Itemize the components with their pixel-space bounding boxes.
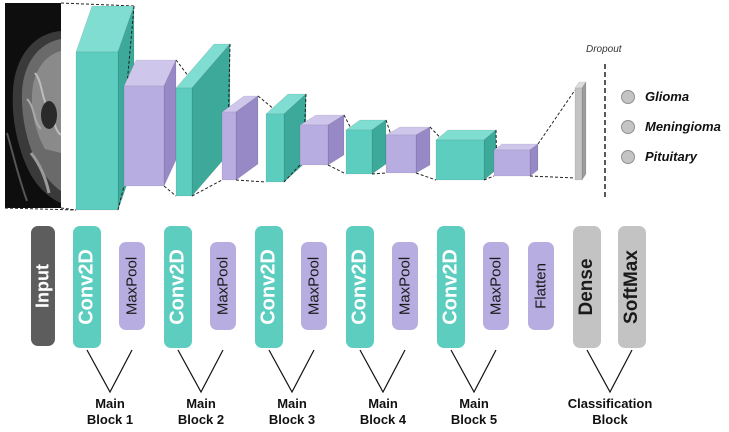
layer-pill-label: MaxPool: [123, 256, 141, 316]
layer-pill-dense: Dense: [573, 226, 601, 348]
connector-line: [415, 172, 437, 181]
connector-line: [127, 5, 135, 79]
layer-3d-9-front: [435, 139, 485, 181]
layer-3d-2-front: [123, 85, 165, 187]
layer-pill-label: MaxPool: [487, 256, 505, 316]
block-label-line2: Block 5: [450, 412, 498, 427]
layer-pill-label: Flatten: [532, 263, 550, 309]
block-label-line2: Block 3: [268, 412, 316, 427]
layer-pill-conv2d: Conv2D: [73, 226, 101, 348]
layer-pill-label: Dense: [576, 258, 597, 316]
class-dot-glioma: [621, 90, 635, 104]
layer-3d-7-front: [345, 129, 373, 175]
projection-line: [60, 2, 135, 7]
block-label-line2: Block 2: [177, 412, 225, 427]
layer-pill-label: Conv2D: [166, 249, 189, 325]
layer-pill-label: MaxPool: [396, 256, 414, 316]
connector-line: [228, 43, 231, 108]
layer-pill-maxpool: MaxPool: [392, 242, 418, 330]
layer-3d-5-front: [265, 113, 285, 183]
block-label: Main Block 4: [323, 396, 443, 428]
layer-pill-label: Conv2D: [439, 249, 462, 325]
layer-pill-label: SoftMax: [621, 250, 642, 324]
layer-pill-label: Conv2D: [348, 249, 371, 325]
block-bracket: [268, 349, 315, 394]
layer-pill-maxpool: MaxPool: [483, 242, 509, 330]
block-bracket: [359, 349, 406, 394]
layer-pill-softmax: SoftMax: [618, 226, 646, 348]
network-3d-view: [4, 2, 606, 211]
layer-3d-8-side: [415, 126, 431, 174]
class-dot-pituitary: [621, 150, 635, 164]
dropout-label: Dropout: [586, 44, 622, 55]
layer-pill-maxpool: MaxPool: [119, 242, 145, 330]
block-label-line1: Classification: [567, 396, 653, 411]
flatten-bar-front: [574, 87, 583, 181]
connector-line: [371, 172, 387, 175]
layer-pill-conv2d: Conv2D: [164, 226, 192, 348]
block-label: Main Block 1: [50, 396, 170, 428]
layer-3d-10-front: [493, 149, 531, 177]
block-label-line2: Block 1: [86, 412, 134, 427]
block-label: Main Block 5: [414, 396, 534, 428]
projection-line: [4, 207, 77, 211]
connector-line: [537, 89, 576, 145]
connector-line: [191, 179, 223, 197]
layer-3d-10-side: [529, 143, 539, 177]
layer-pill-maxpool: MaxPool: [210, 242, 236, 330]
layer-pill-input: Input: [31, 226, 55, 346]
connector-line: [163, 185, 177, 197]
layer-pill-conv2d: Conv2D: [346, 226, 374, 348]
layer-3d-8-front: [385, 134, 417, 174]
layer-pill-conv2d: Conv2D: [437, 226, 465, 348]
block-label-line1: Main: [459, 396, 489, 411]
layer-3d-3-front: [175, 87, 193, 197]
connector-line: [385, 119, 391, 133]
connector-line: [235, 179, 267, 183]
block-bracket: [450, 349, 497, 394]
layer-pill-label: MaxPool: [214, 256, 232, 316]
connector-line: [257, 95, 273, 109]
layer-pill-label: Input: [32, 264, 53, 308]
class-label-glioma: Glioma: [645, 89, 690, 104]
mri-brain-scan-image: [5, 3, 61, 208]
block-bracket: [177, 349, 224, 394]
block-label-line1: Main: [186, 396, 216, 411]
layer-pill-maxpool: MaxPool: [301, 242, 327, 330]
block-label: Main Block 3: [232, 396, 352, 428]
connector-line: [529, 175, 576, 179]
connector-line: [327, 164, 347, 175]
layer-pill-label: Conv2D: [257, 249, 280, 325]
connector-line: [483, 175, 495, 181]
layer-pill-conv2d: Conv2D: [255, 226, 283, 348]
connector-line: [175, 59, 188, 76]
flatten-bar-side: [581, 81, 587, 181]
block-label: Classification Block: [550, 396, 670, 428]
block-bracket: [86, 349, 133, 394]
layer-3d-1-front: [75, 51, 119, 211]
connector-line: [283, 164, 301, 183]
projection-line: [60, 207, 77, 211]
block-bracket: [586, 349, 633, 394]
layer-3d-6-front: [299, 124, 329, 166]
connector-line: [117, 185, 125, 211]
block-label-line1: Main: [95, 396, 125, 411]
layer-3d-4-front: [221, 111, 237, 181]
block-label: Main Block 2: [141, 396, 261, 428]
block-label-line2: Block 4: [359, 412, 407, 427]
connector-line: [343, 114, 351, 128]
block-label-line1: Main: [368, 396, 398, 411]
layer-pill-label: MaxPool: [305, 256, 323, 316]
layer-pill-label: Conv2D: [75, 249, 98, 325]
block-label-line2: Block: [592, 412, 628, 427]
class-label-pituitary: Pituitary: [645, 149, 698, 164]
class-dot-meningioma: [621, 120, 635, 134]
layer-pill-flatten: Flatten: [528, 242, 554, 330]
connector-line: [429, 126, 440, 138]
block-label-line1: Main: [277, 396, 307, 411]
class-label-meningioma: Meningioma: [645, 119, 721, 134]
